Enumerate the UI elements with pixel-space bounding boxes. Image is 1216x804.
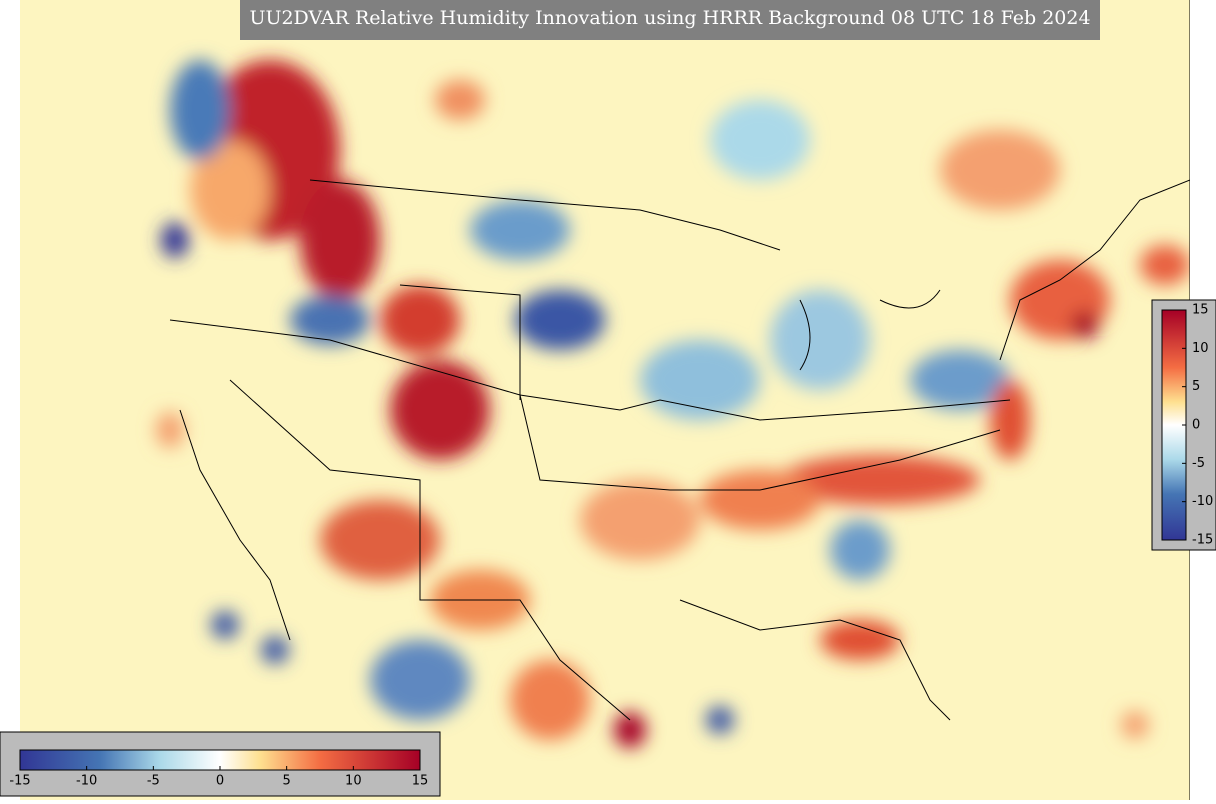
- tick-label: -10: [76, 774, 97, 789]
- tick-label: -15: [1192, 533, 1213, 548]
- tick-label: -5: [147, 774, 160, 789]
- title-box: [240, 0, 1100, 40]
- tick-label: 5: [283, 774, 291, 789]
- tick-label: 0: [1192, 418, 1200, 433]
- tick-label: 0: [216, 774, 224, 789]
- boundaries: [169, 0, 1190, 800]
- tick-label: -15: [9, 774, 30, 789]
- tick-label: 10: [345, 774, 362, 789]
- tick-label: 5: [1192, 379, 1200, 394]
- tick-label: 15: [412, 774, 429, 789]
- map: [20, 0, 1190, 800]
- map-title: UU2DVAR Relative Humidity Innovation usi…: [249, 7, 1090, 29]
- tick-label: 15: [1192, 303, 1209, 318]
- tick-label: -5: [1192, 456, 1205, 471]
- tick-label: -10: [1192, 494, 1213, 509]
- innovation-field: [156, 60, 1190, 748]
- tick-label: 10: [1192, 341, 1209, 356]
